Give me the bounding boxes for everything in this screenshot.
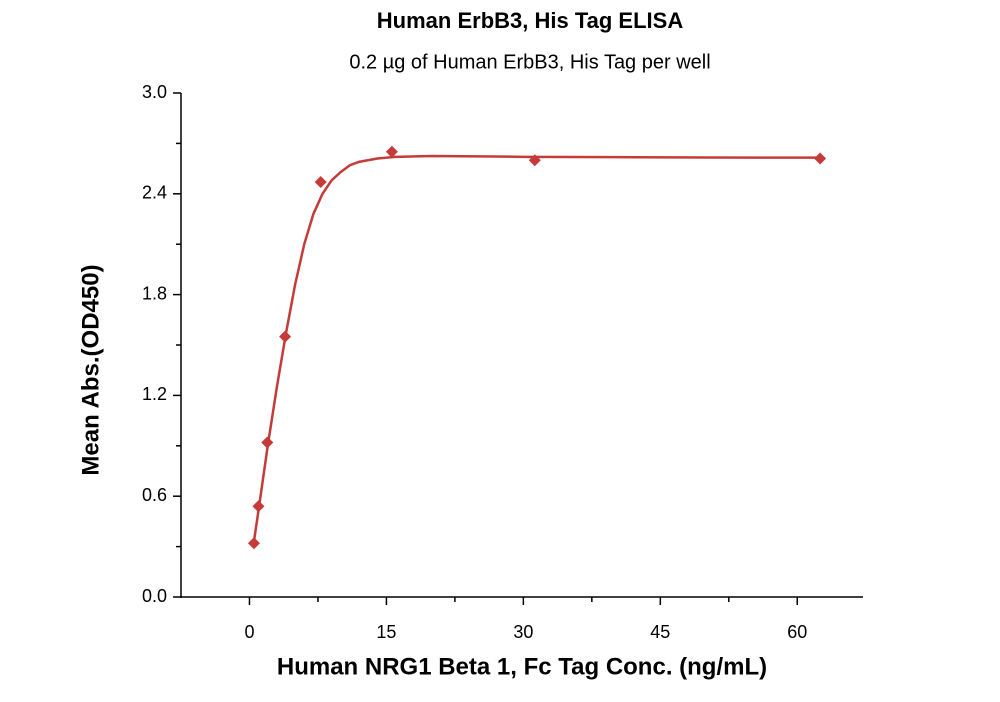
y-tick-label: 0.6: [142, 485, 167, 505]
y-axis-label: Mean Abs.(OD450): [77, 264, 104, 475]
x-tick-label: 60: [787, 622, 807, 642]
x-tick-label: 15: [376, 622, 396, 642]
x-tick-label: 0: [244, 622, 254, 642]
data-point: [314, 176, 327, 189]
y-tick-label: 2.4: [142, 183, 167, 203]
data-point: [385, 145, 398, 158]
data-point: [814, 152, 827, 165]
data-point: [247, 537, 260, 550]
data-point: [279, 330, 292, 343]
chart-title: Human ErbB3, His Tag ELISA: [377, 8, 684, 33]
data-point: [261, 436, 274, 449]
data-point: [252, 500, 265, 513]
x-tick-label: 30: [513, 622, 533, 642]
data-point: [528, 154, 541, 167]
y-tick-label: 3.0: [142, 82, 167, 102]
y-tick-label: 1.2: [142, 384, 167, 404]
y-tick-label: 0.0: [142, 586, 167, 606]
x-tick-label: 45: [650, 622, 670, 642]
fit-curve: [252, 154, 821, 542]
chart-subtitle: 0.2 µg of Human ErbB3, His Tag per well: [349, 51, 710, 73]
x-axis-label: Human NRG1 Beta 1, Fc Tag Conc. (ng/mL): [277, 653, 767, 680]
y-tick-label: 1.8: [142, 283, 167, 303]
